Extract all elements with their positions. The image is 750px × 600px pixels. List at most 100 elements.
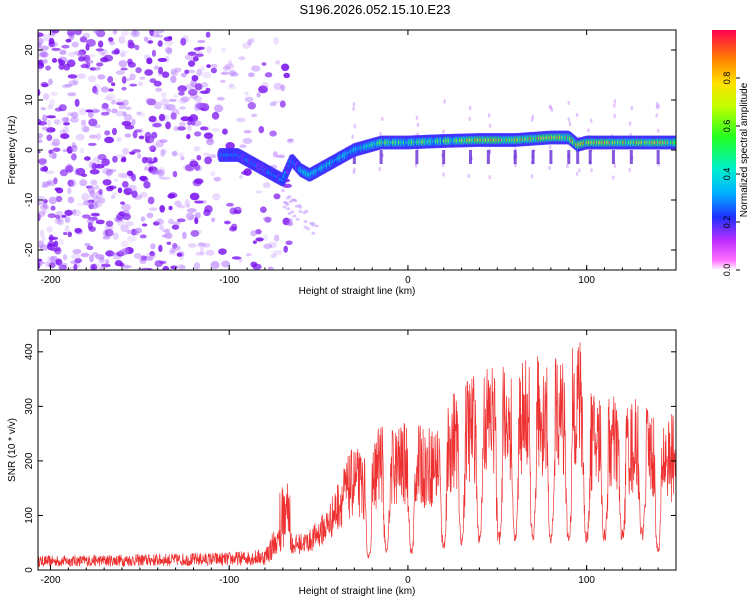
spectrogram-noise-blob: [107, 75, 114, 84]
spectrogram-noise-blob: [172, 245, 181, 251]
colorbar-tick-label: 0.4: [722, 168, 732, 181]
spectrogram-noise-blob: [250, 37, 255, 44]
spectrogram-noise-blob: [120, 52, 126, 58]
spectrogram-noise-blob: [131, 118, 136, 126]
spectrogram-noise-blob: [180, 72, 187, 78]
spectrogram-noise-blob: [139, 76, 146, 80]
spectrogram-noise-blob: [228, 83, 234, 88]
spectrogram-noise-blob: [38, 200, 42, 206]
spectrogram-noise-blob: [40, 107, 47, 111]
spectrogram-noise-blob: [182, 34, 189, 43]
spectrogram-noise-blob: [295, 217, 300, 221]
spectrogram-noise-blob: [54, 107, 63, 112]
spectrogram-noise-blob: [172, 221, 181, 226]
spectrogram-ytick-label: -10: [24, 192, 35, 207]
spectrogram-noise-blob: [139, 191, 148, 199]
spectrogram-noise-blob: [467, 173, 471, 179]
spectrogram-noise-blob: [60, 170, 69, 176]
spectrogram-noise-blob: [95, 48, 104, 52]
spectrogram-noise-blob: [157, 167, 166, 175]
spectrogram-noise-blob: [203, 132, 214, 139]
spectrogram-noise-blob: [112, 155, 118, 163]
spectrogram-noise-blob: [378, 166, 382, 172]
spectrogram-noise-blob: [123, 113, 133, 122]
spectrogram-noise-blob: [117, 187, 123, 194]
colorbar-label: Normalized spectral amplitude: [739, 82, 750, 217]
snr-frame: [37, 329, 677, 571]
spectrogram-noise-blob: [151, 49, 156, 57]
spectrogram-ridge-streak: [588, 150, 592, 164]
spectrogram-noise-blob: [656, 128, 660, 133]
spectrogram-ridge-streak: [415, 150, 419, 164]
spectrogram-noise-blob: [290, 210, 295, 214]
spectrogram-noise-blob: [567, 117, 571, 122]
spectrogram-noise-blob: [147, 160, 156, 164]
spectrogram-noise-blob: [169, 98, 177, 102]
spectrogram-noise-blob: [86, 54, 96, 58]
spectrogram-noise-blob: [214, 104, 224, 113]
spectrogram-noise-blob: [170, 75, 177, 84]
spectrogram-noise-blob: [70, 145, 78, 153]
spectrogram-noise-blob: [67, 196, 75, 204]
spectrogram-noise-blob: [176, 218, 186, 223]
spectrogram-noise-blob: [138, 81, 143, 87]
spectrogram-noise-blob: [43, 199, 48, 204]
spectrogram-noise-blob: [230, 72, 240, 77]
spectrogram-noise-blob: [160, 148, 168, 155]
spectrogram-noise-blob: [587, 128, 590, 133]
spectrogram-noise-blob: [105, 93, 116, 101]
spectrogram-noise-blob: [228, 85, 236, 90]
spectrogram-noise-blob: [38, 89, 41, 97]
spectrogram-noise-blob: [67, 112, 74, 117]
spectrogram-noise-blob: [150, 251, 157, 258]
spectrogram-noise-blob: [38, 240, 44, 249]
spectrogram-noise-blob: [118, 60, 128, 68]
spectrogram-noise-blob: [187, 116, 194, 122]
spectrogram-noise-blob: [40, 81, 49, 88]
spectrogram-noise-blob: [273, 82, 283, 91]
spectrogram-ytick-label: 0: [24, 147, 35, 153]
spectrogram-noise-blob: [47, 213, 57, 219]
spectrogram-noise-blob: [264, 217, 272, 223]
spectrogram-noise-blob: [158, 244, 163, 253]
spectrogram-ridge-streak: [486, 150, 490, 164]
spectrogram-noise-blob: [38, 133, 44, 139]
spectrogram-noise-blob: [76, 52, 86, 58]
spectrogram-noise-blob: [176, 264, 186, 269]
spectrogram-noise-blob: [273, 193, 281, 200]
spectrogram-noise-blob: [224, 220, 231, 225]
spectrogram-noise-blob: [124, 124, 135, 130]
spectrogram-ytick-label: 10: [24, 94, 35, 106]
spectrogram-noise-blob: [193, 95, 203, 103]
spectrogram-noise-blob: [205, 138, 215, 146]
spectrogram-noise-blob: [137, 152, 142, 159]
spectrogram-xtick-label: 100: [578, 275, 595, 286]
spectrogram-noise-blob: [180, 156, 185, 161]
spectrogram-noise-blob: [155, 139, 164, 148]
spectrogram-noise-blob: [145, 163, 153, 170]
spectrogram-noise-blob: [285, 240, 293, 246]
spectrogram-noise-blob: [79, 36, 88, 43]
spectrogram-xtick-label: -100: [219, 275, 239, 286]
spectrogram-noise-blob: [61, 44, 70, 49]
spectrogram-noise-blob: [352, 169, 356, 175]
spectrogram-noise-blob: [144, 131, 152, 140]
spectrogram-noise-blob: [146, 57, 153, 65]
spectrogram-ridge-streak: [567, 150, 571, 164]
spectrogram-noise-blob: [197, 39, 206, 44]
spectrogram-noise-blob: [64, 225, 70, 234]
spectrogram-noise-blob: [99, 266, 104, 270]
spectrogram-noise-blob: [208, 154, 217, 159]
spectrogram-noise-blob: [131, 190, 138, 198]
spectrogram-noise-blob: [47, 119, 52, 127]
spectrogram-noise-blob: [184, 199, 190, 207]
spectrogram-noise-blob: [190, 229, 200, 237]
spectrogram-noise-blob: [177, 126, 186, 131]
snr-plot-area: [38, 330, 676, 570]
spectrogram-noise-blob: [62, 149, 68, 153]
snr-ytick-label: 300: [24, 398, 35, 415]
spectrogram-noise-blob: [91, 108, 100, 114]
spectrogram-noise-blob: [110, 195, 116, 199]
spectrogram-noise-blob: [160, 98, 170, 106]
spectrogram-noise-blob: [172, 242, 178, 249]
